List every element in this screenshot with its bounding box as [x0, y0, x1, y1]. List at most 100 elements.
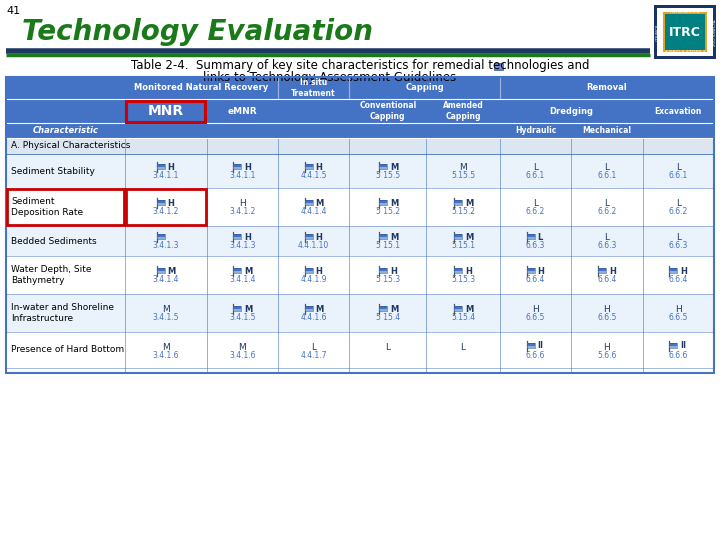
Bar — [454, 237, 462, 239]
Text: 4.4.1.10: 4.4.1.10 — [298, 241, 329, 251]
Bar — [233, 306, 241, 311]
Bar — [379, 164, 387, 169]
Bar — [670, 343, 678, 346]
Bar — [454, 306, 462, 311]
Bar — [454, 306, 462, 309]
Text: 5.15.5: 5.15.5 — [451, 172, 475, 180]
Bar — [305, 164, 312, 167]
Text: M: M — [390, 233, 398, 241]
Bar — [670, 268, 678, 271]
Bar — [305, 306, 312, 311]
Bar — [6, 77, 714, 99]
Text: L: L — [605, 233, 609, 242]
Text: 4.4.1.5: 4.4.1.5 — [300, 172, 327, 180]
Bar — [233, 268, 241, 271]
Text: 6.6.3: 6.6.3 — [598, 241, 616, 251]
Text: 5.15.1: 5.15.1 — [451, 241, 475, 251]
Bar — [526, 268, 534, 273]
Bar — [157, 164, 165, 167]
Bar — [494, 63, 503, 70]
Bar — [454, 271, 462, 273]
Text: 4.4.1.9: 4.4.1.9 — [300, 275, 327, 285]
Bar — [233, 309, 241, 311]
Text: L: L — [311, 342, 316, 352]
Text: Capping: Capping — [405, 84, 444, 92]
Bar — [7, 189, 124, 225]
Bar — [526, 343, 534, 346]
Text: Sediment
Deposition Rate: Sediment Deposition Rate — [11, 197, 83, 217]
Text: H: H — [532, 306, 539, 314]
Text: L: L — [605, 164, 609, 172]
Bar — [454, 268, 462, 273]
Text: H: H — [239, 199, 246, 208]
Text: H: H — [538, 267, 544, 275]
Text: links to Technology Assessment Guidelines: links to Technology Assessment Guideline… — [203, 71, 456, 84]
Text: 6.6.4: 6.6.4 — [669, 275, 688, 285]
Text: 3.4.1.6: 3.4.1.6 — [153, 350, 179, 360]
Text: 6.6.2: 6.6.2 — [669, 207, 688, 217]
Bar — [233, 234, 241, 237]
Text: 3.4.1.2: 3.4.1.2 — [153, 207, 179, 217]
Text: 3.4.1.5: 3.4.1.5 — [153, 314, 179, 322]
Bar — [305, 306, 312, 309]
Text: 6.6.6: 6.6.6 — [526, 350, 545, 360]
Text: 6.6.3: 6.6.3 — [669, 241, 688, 251]
Bar — [379, 164, 387, 167]
Bar — [6, 226, 714, 256]
Bar — [654, 5, 716, 59]
Text: Hydraulic: Hydraulic — [515, 126, 557, 135]
Bar — [305, 200, 312, 203]
Bar — [305, 167, 312, 169]
Bar — [157, 234, 165, 237]
Bar — [305, 271, 312, 273]
Text: Characteristic: Characteristic — [32, 126, 99, 135]
Bar — [157, 268, 165, 273]
Text: L: L — [533, 164, 538, 172]
Bar — [305, 200, 312, 205]
Text: 5.15.3: 5.15.3 — [451, 275, 475, 285]
Bar — [454, 309, 462, 311]
Text: 3.4.1.4: 3.4.1.4 — [153, 275, 179, 285]
Text: M: M — [465, 199, 473, 207]
Text: II: II — [538, 341, 544, 350]
Bar — [526, 268, 534, 271]
Bar — [233, 164, 241, 169]
Text: M: M — [162, 342, 170, 352]
Bar — [379, 268, 387, 271]
Bar — [670, 268, 678, 273]
Text: M: M — [168, 267, 176, 275]
Bar — [526, 237, 534, 239]
Bar — [379, 237, 387, 239]
Bar — [157, 268, 165, 271]
Bar — [454, 200, 462, 205]
Bar — [526, 271, 534, 273]
Text: H: H — [680, 267, 687, 275]
Bar — [379, 200, 387, 205]
Text: L: L — [385, 342, 390, 352]
Bar — [379, 306, 387, 311]
Text: M: M — [244, 267, 253, 275]
Text: M: M — [390, 163, 398, 172]
Text: 5 15.2: 5 15.2 — [376, 207, 400, 217]
Text: 6.6.2: 6.6.2 — [598, 207, 616, 217]
Text: 6.6.1: 6.6.1 — [526, 172, 545, 180]
Bar — [454, 234, 462, 237]
Bar — [379, 234, 387, 237]
Bar — [526, 346, 534, 348]
Text: H: H — [390, 267, 397, 275]
Bar — [233, 268, 241, 273]
Bar — [233, 164, 241, 167]
Bar — [233, 237, 241, 239]
Bar — [305, 268, 312, 271]
Text: 4.4.1.6: 4.4.1.6 — [300, 314, 327, 322]
Bar — [665, 14, 705, 50]
Bar — [157, 200, 165, 205]
Text: 5 15.1: 5 15.1 — [376, 241, 400, 251]
Bar — [305, 164, 312, 169]
Bar — [305, 203, 312, 205]
Text: 3.4.1.5: 3.4.1.5 — [229, 314, 256, 322]
Text: Sediment Stability: Sediment Stability — [11, 166, 95, 176]
Bar — [233, 234, 241, 239]
Bar — [526, 343, 534, 348]
Bar — [305, 237, 312, 239]
